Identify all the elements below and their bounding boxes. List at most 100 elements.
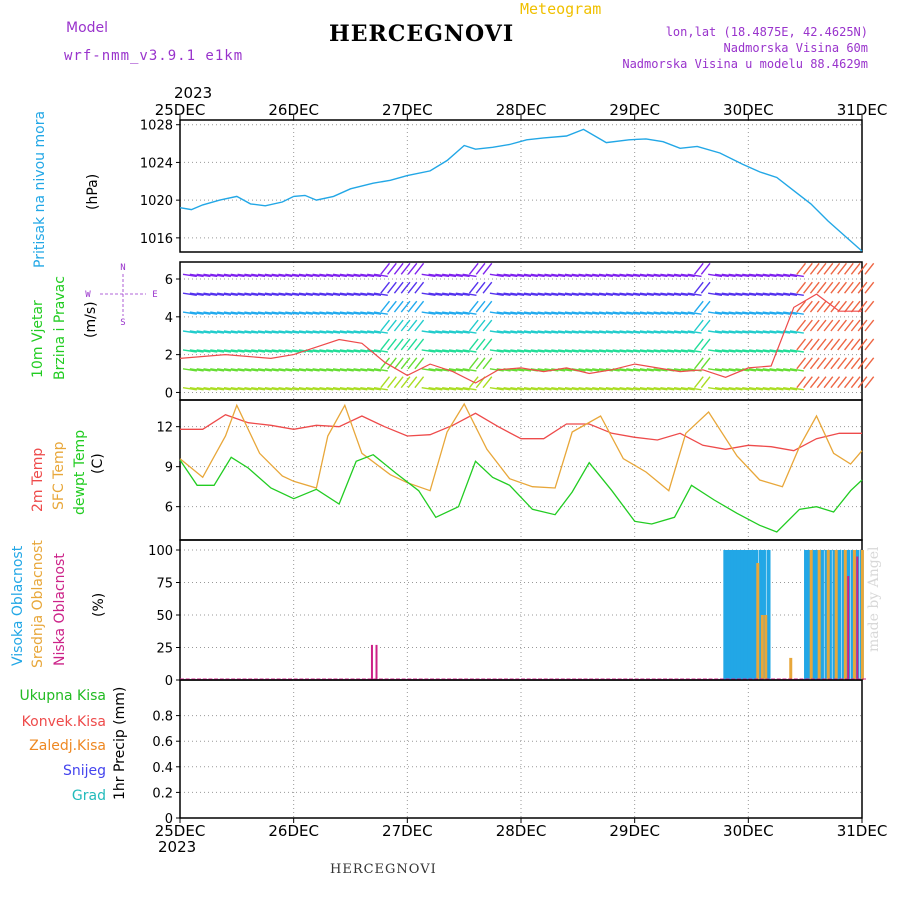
wind-barb-arrow xyxy=(585,349,600,353)
temp-line-1 xyxy=(179,402,863,492)
wind-barb-arrow xyxy=(530,311,545,315)
wind-barb-arrow xyxy=(809,262,820,275)
wind-barb-arrow xyxy=(421,292,436,296)
wind-barb-arrow xyxy=(448,273,463,278)
wind-barb-arrow xyxy=(762,292,777,296)
wind-barb-arrow xyxy=(326,273,341,278)
wind-barb-arrow xyxy=(421,311,436,315)
wind-barb-arrow xyxy=(714,368,729,372)
wind-barb-arrow xyxy=(626,368,641,372)
wind-barb-arrow xyxy=(687,311,702,315)
wind-barb-arrow xyxy=(400,376,411,389)
wind-barb-arrow xyxy=(843,338,854,351)
wind-barb-arrow xyxy=(421,368,436,372)
wind-barb-arrow xyxy=(667,349,682,353)
wind-barb-arrow xyxy=(809,300,820,313)
wind-barb-arrow xyxy=(626,387,641,391)
wind-barb-arrow xyxy=(182,349,197,353)
wind-barb-arrow xyxy=(523,387,538,391)
temp-dewpt-label: dewpt Temp xyxy=(72,430,88,515)
wind-barb-arrow xyxy=(605,311,620,315)
wind-barb-arrow xyxy=(823,357,834,370)
wind-barb-arrow xyxy=(680,349,695,353)
y-tick-label: 6 xyxy=(165,273,173,288)
wind-barb-arrow xyxy=(714,311,729,315)
wind-barb-arrow xyxy=(700,357,711,370)
wind-barb-arrow xyxy=(407,319,418,332)
wind-barb-arrow xyxy=(278,387,293,391)
wind-barb-arrow xyxy=(264,368,279,372)
wind-barb-arrow xyxy=(257,368,272,372)
wind-barb-arrow xyxy=(237,349,252,353)
wind-barb-arrow xyxy=(653,349,668,353)
wind-barb-arrow xyxy=(373,387,388,391)
wind-barb-arrow xyxy=(523,292,538,296)
wind-barb-arrow xyxy=(489,273,504,278)
wind-barb-arrow xyxy=(407,338,418,351)
wind-barb-arrow xyxy=(448,368,463,372)
wind-barb-arrow xyxy=(380,357,391,370)
wind-barb-arrow xyxy=(693,300,704,313)
wind-barb-arrow xyxy=(203,368,218,372)
wind-barb-arrow xyxy=(517,292,532,296)
wind-barb-arrow xyxy=(796,262,807,275)
wind-barb-arrow xyxy=(551,330,566,334)
cloud-bar xyxy=(750,550,755,680)
wind-barb-arrow xyxy=(496,330,511,334)
wind-barb-arrow xyxy=(435,311,450,315)
wind-barb-arrow xyxy=(755,292,770,296)
wind-barb-arrow xyxy=(585,292,600,296)
wind-barb-arrow xyxy=(462,330,477,334)
precip-legend-label: Snijeg xyxy=(63,763,106,779)
wind-barb-arrow xyxy=(380,376,391,389)
wind-barb-arrow xyxy=(251,292,266,296)
wind-barb-arrow xyxy=(278,292,293,296)
wind-barb-arrow xyxy=(578,387,593,391)
wind-barb-arrow xyxy=(393,300,404,313)
wind-barb-arrow xyxy=(783,273,798,278)
wind-barb-arrow xyxy=(530,330,545,334)
cloud-bar xyxy=(809,550,813,680)
wind-barb-arrow xyxy=(646,330,661,334)
wind-barb-arrow xyxy=(448,292,463,296)
wind-barb-arrow xyxy=(428,292,443,296)
wind-barb-arrow xyxy=(809,357,820,370)
wind-barb-arrow xyxy=(346,311,361,315)
wind-barb-arrow xyxy=(776,311,791,315)
wind-barb-arrow xyxy=(189,368,204,372)
wind-barb-arrow xyxy=(605,273,620,278)
wind-barb-arrow xyxy=(687,349,702,353)
wind-barb-arrow xyxy=(482,338,493,351)
wind-barb-arrow xyxy=(360,330,375,334)
wind-barb-arrow xyxy=(687,387,702,391)
wind-barb-arrow xyxy=(400,338,411,351)
wind-barb-arrow xyxy=(653,330,668,334)
wind-barb-arrow xyxy=(489,368,504,372)
wind-barb-arrow xyxy=(285,311,300,315)
wind-barb-arrow xyxy=(755,349,770,353)
wind-barb-arrow xyxy=(244,387,259,391)
wind-barb-arrow xyxy=(639,368,654,372)
wind-barb-arrow xyxy=(816,376,827,389)
wind-barb-arrow xyxy=(626,349,641,353)
wind-barb-arrow xyxy=(571,349,586,353)
wind-barb-arrow xyxy=(230,292,245,296)
wind-barb-arrow xyxy=(503,387,518,391)
wind-barb-arrow xyxy=(196,387,211,391)
wind-barb-arrow xyxy=(544,311,559,315)
wind-barb-arrow xyxy=(223,330,238,334)
wind-barb-arrow xyxy=(816,338,827,351)
wind-barb-arrow xyxy=(816,300,827,313)
wind-barb-arrow xyxy=(216,330,232,334)
wind-barb-arrow xyxy=(244,311,259,315)
wind-barb-arrow xyxy=(578,273,593,278)
wind-barb-arrow xyxy=(646,311,661,315)
wind-barb-arrow xyxy=(468,262,479,275)
cloud-bar xyxy=(743,550,748,680)
compass-north-label: N xyxy=(120,263,125,273)
wind-barb-arrow xyxy=(373,330,388,334)
wind-barb-arrow xyxy=(619,330,634,334)
cloud-unit-label: (%) xyxy=(91,593,107,617)
wind-barb-arrow xyxy=(257,292,272,296)
wind-barb-arrow xyxy=(721,311,736,315)
